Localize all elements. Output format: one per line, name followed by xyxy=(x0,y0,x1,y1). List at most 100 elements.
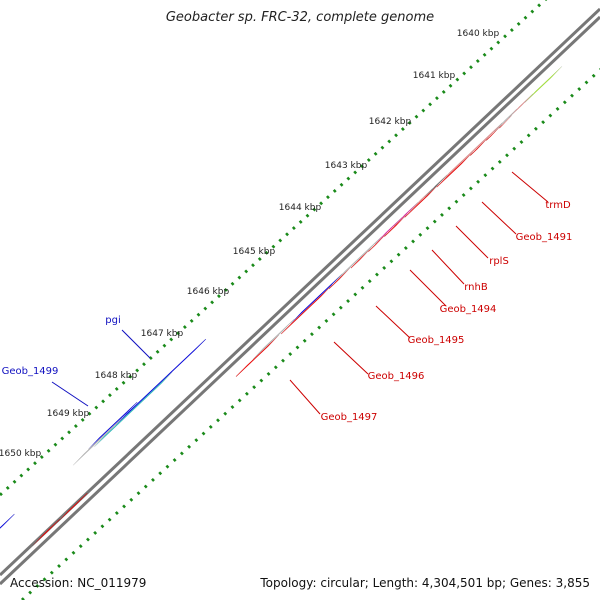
map-title: Geobacter sp. FRC-32, complete genome xyxy=(165,10,435,25)
inner-tick-mark xyxy=(548,113,553,118)
outer-tick-mark xyxy=(278,238,283,243)
outer-tick-mark xyxy=(503,34,507,39)
outer-tick-mark xyxy=(414,114,419,119)
inner-tick-mark xyxy=(570,93,574,98)
forward-gene-label: Geob_1499 xyxy=(2,366,59,377)
gene-feature xyxy=(438,122,503,184)
outer-tick-mark xyxy=(428,102,433,107)
inner-tick-mark xyxy=(461,193,466,197)
genome-summary-text: Topology: circular; Length: 4,304,501 bp… xyxy=(260,576,590,590)
inner-tick-mark xyxy=(114,511,119,515)
inner-tick-mark xyxy=(476,179,481,184)
inner-tick-mark xyxy=(100,524,105,529)
reverse-gene-label: Geob_1491 xyxy=(516,232,573,243)
inner-tick-mark xyxy=(93,530,98,535)
outer-tick-mark xyxy=(169,337,174,342)
cds-feature xyxy=(485,124,502,141)
outer-tick-mark xyxy=(80,417,85,422)
outer-tick-mark xyxy=(26,467,31,472)
inner-tick-mark xyxy=(562,100,567,105)
outer-tick-mark xyxy=(196,312,201,317)
inner-tick-mark xyxy=(375,272,379,277)
inner-tick-mark xyxy=(78,544,83,549)
inner-tick-mark xyxy=(49,570,54,575)
inner-tick-mark xyxy=(396,252,401,257)
label-leader-line xyxy=(333,341,369,375)
outer-tick-mark xyxy=(182,325,187,330)
reverse-gene-label: rplS xyxy=(489,256,509,267)
inner-tick-mark xyxy=(382,265,387,270)
outer-tick-mark xyxy=(489,46,494,51)
reverse-gene-label: Geob_1497 xyxy=(321,412,378,423)
inner-tick-mark xyxy=(216,418,220,423)
label-leader-line xyxy=(431,249,465,285)
outer-tick-mark xyxy=(496,40,501,45)
inner-tick-mark xyxy=(281,358,285,363)
outer-tick-mark xyxy=(441,90,446,94)
outer-tick-mark xyxy=(251,263,255,268)
reverse-gene-label: trmD xyxy=(545,200,571,211)
outer-tick-mark xyxy=(0,492,3,497)
reverse-gene-label: Geob_1496 xyxy=(368,371,425,382)
inner-tick-mark xyxy=(252,385,257,390)
outer-tick-mark xyxy=(60,436,65,441)
tick-label: 1641 kbp xyxy=(413,71,456,81)
backbone-line xyxy=(0,7,600,577)
outer-tick-mark xyxy=(469,65,473,70)
outer-tick-mark xyxy=(244,269,249,274)
outer-tick-mark xyxy=(87,411,92,416)
inner-tick-mark xyxy=(201,431,206,436)
reverse-gene-label: Geob_1494 xyxy=(440,304,497,315)
inner-tick-mark xyxy=(237,398,242,403)
inner-tick-mark xyxy=(512,146,517,151)
outer-tick-mark xyxy=(39,455,44,459)
inner-tick-mark xyxy=(389,259,394,264)
outer-tick-mark xyxy=(176,331,180,336)
position-labels: 1640 kbp 1641 kbp 1642 kbp 1643 kbp 1644 kbp… xyxy=(0,29,499,459)
outer-tick-mark xyxy=(298,219,303,224)
inner-tick-mark xyxy=(447,206,452,211)
inner-tick-mark xyxy=(165,464,170,469)
outer-tick-mark xyxy=(230,281,235,286)
outer-tick-mark xyxy=(380,145,385,150)
cds-feature xyxy=(350,248,372,269)
outer-tick-mark xyxy=(148,356,153,360)
gene-feature xyxy=(494,108,518,132)
gene-tracks xyxy=(0,66,563,547)
outer-tick-mark xyxy=(462,71,467,76)
inner-tick-mark xyxy=(526,133,531,138)
inner-tick-mark xyxy=(64,557,69,562)
outer-tick-mark xyxy=(475,59,480,63)
label-leader-line xyxy=(409,269,447,307)
inner-tick-mark xyxy=(519,140,524,144)
outer-tick-mark xyxy=(285,232,289,237)
cds-feature xyxy=(404,183,440,218)
cds-feature xyxy=(57,492,88,523)
inner-tick-mark xyxy=(591,73,596,78)
gene-labels: pgi Geob_1499 trmD Geob_1491 rplS rnhB Geob_14… xyxy=(2,171,573,423)
inner-tick-mark xyxy=(143,484,148,489)
outer-tick-mark xyxy=(537,3,542,8)
inner-tick-mark xyxy=(425,226,430,231)
outer-tick-mark xyxy=(203,306,208,311)
gene-feature xyxy=(508,93,534,118)
outer-tick-mark xyxy=(421,108,426,113)
inner-tick-mark xyxy=(208,424,213,429)
gene-feature xyxy=(88,401,138,450)
outer-tick-mark xyxy=(237,275,242,280)
tick-label: 1645 kbp xyxy=(233,247,276,257)
outer-tick-mark xyxy=(216,294,221,299)
outer-tick-mark xyxy=(53,442,58,447)
outer-tick-mark xyxy=(523,15,528,20)
outer-tick-ring xyxy=(0,0,548,497)
inner-tick-mark xyxy=(295,345,300,350)
outer-tick-mark xyxy=(434,96,439,101)
outer-tick-mark xyxy=(94,405,99,410)
cds-feature xyxy=(280,284,333,335)
inner-tick-mark xyxy=(302,338,307,343)
outer-tick-mark xyxy=(107,393,112,398)
inner-tick-mark xyxy=(360,285,365,290)
tick-label: 1650 kbp xyxy=(0,449,41,459)
gene-feature xyxy=(0,513,15,529)
outer-tick-mark xyxy=(19,473,24,478)
